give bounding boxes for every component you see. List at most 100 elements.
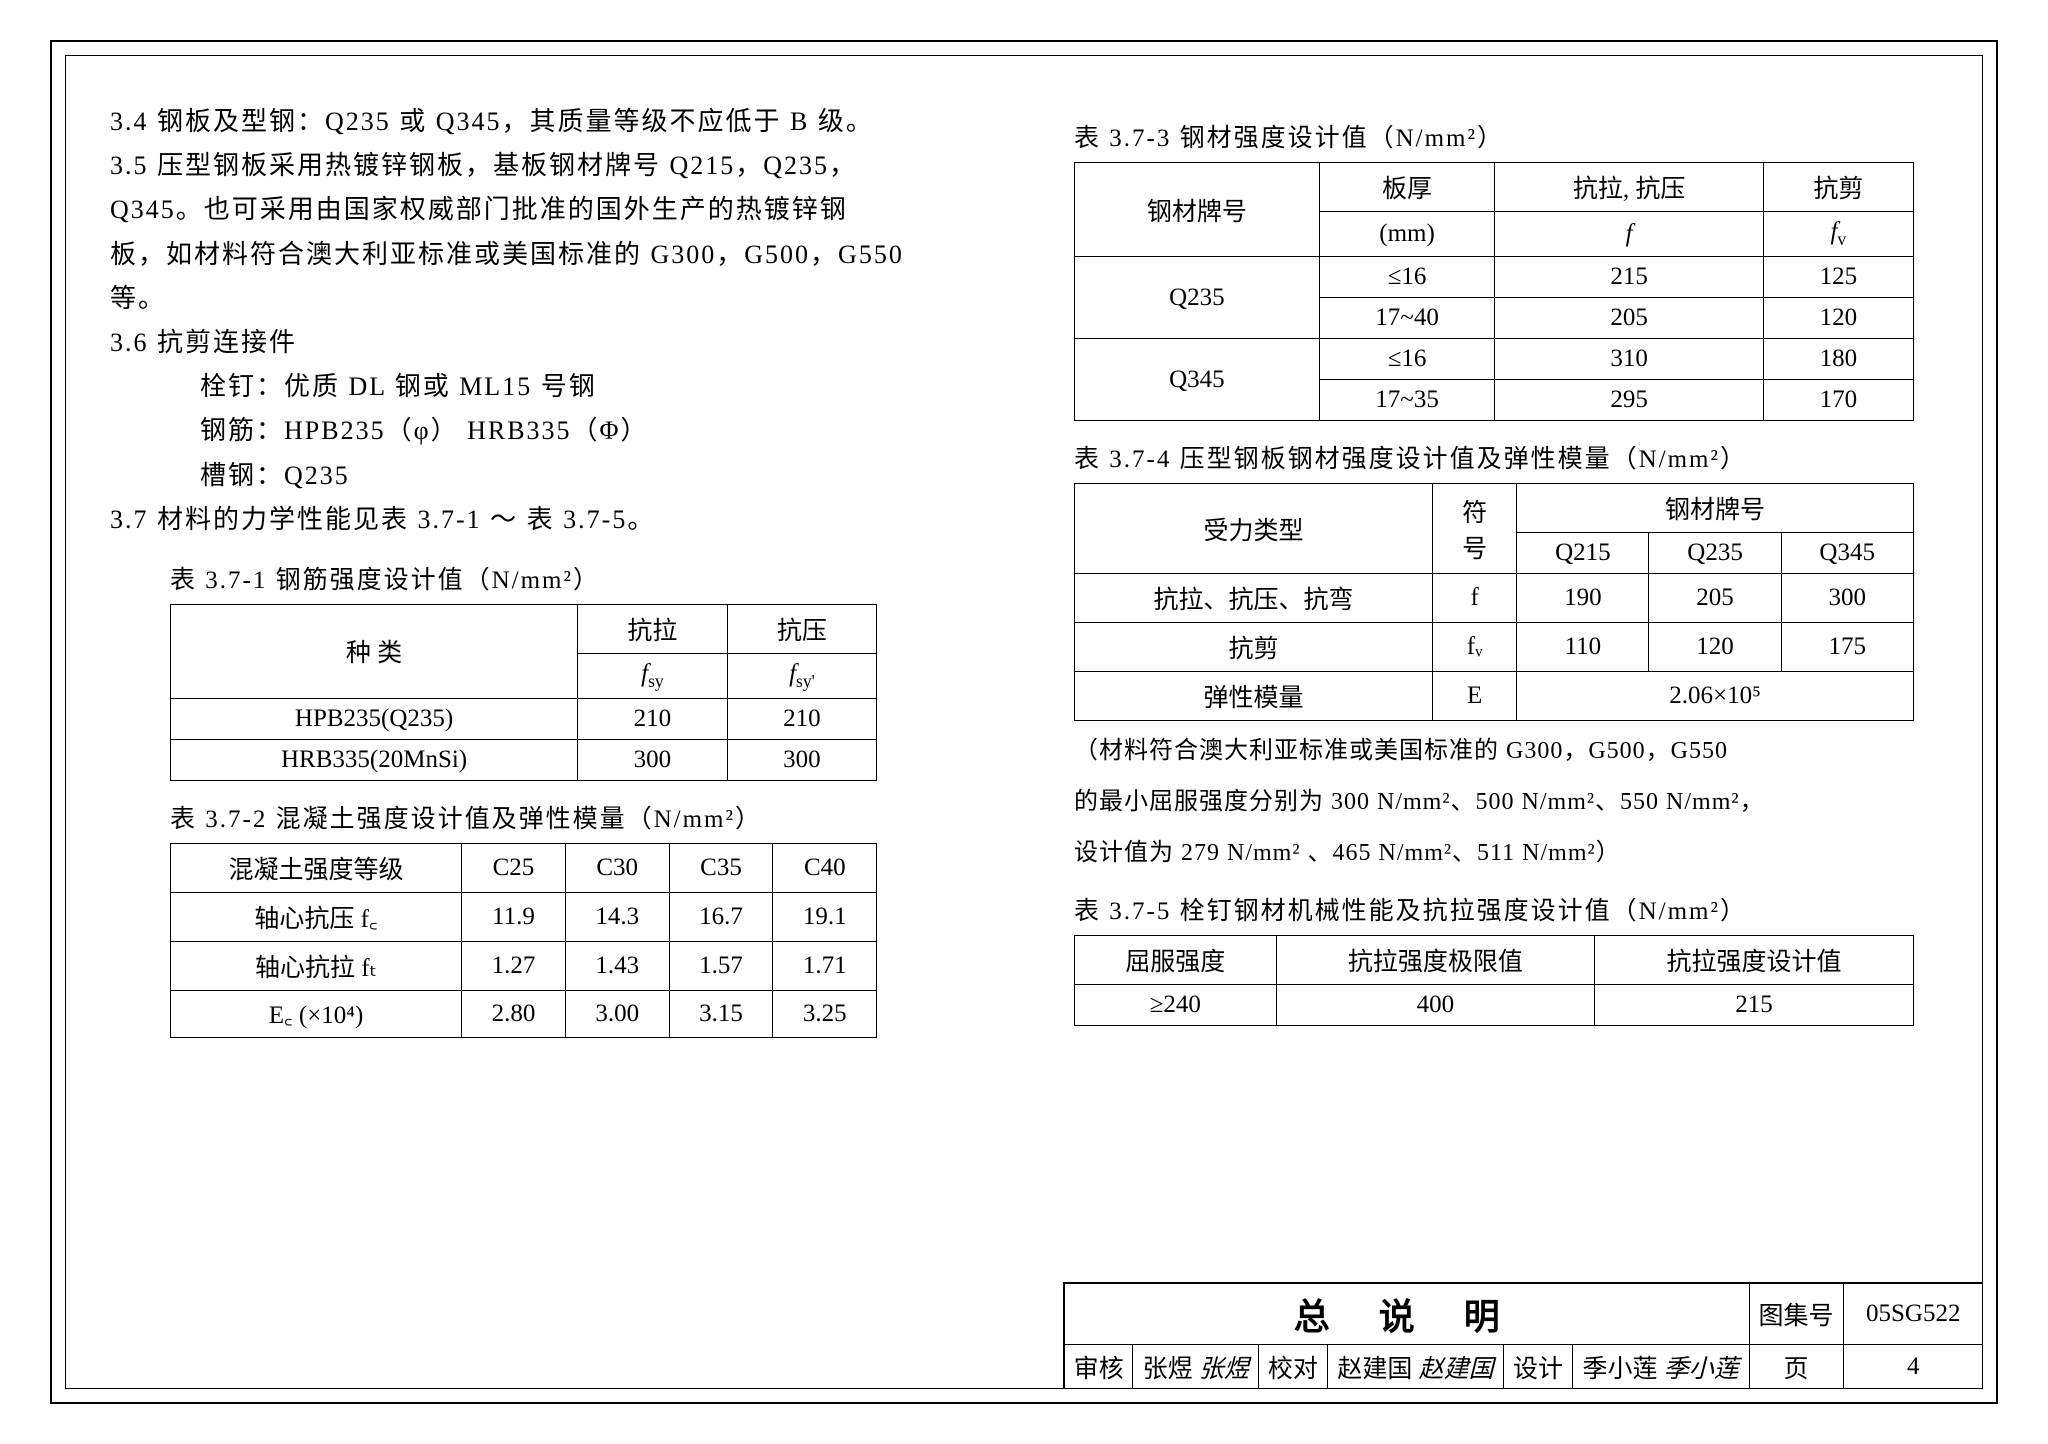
table-3-7-2: 混凝土强度等级 C25 C30 C35 C40 轴心抗压 f꜀ 11.9 14.… <box>170 843 877 1038</box>
t373-h2b: f <box>1495 212 1764 257</box>
tb-page-label: 页 <box>1749 1345 1843 1390</box>
tb-atlas-label: 图集号 <box>1749 1284 1843 1345</box>
para-3-6-b: 钢筋：HPB235（φ） HRB335（Φ） <box>110 409 994 453</box>
tb-title: 总 说 明 <box>1065 1284 1750 1345</box>
tb-check-label: 校对 <box>1259 1345 1327 1390</box>
table-3-7-5-caption: 表 3.7-5 栓钉钢材机械性能及抗拉强度设计值（N/mm²） <box>1074 891 1938 927</box>
t373-r2c3: 180 <box>1763 339 1913 380</box>
t371-r1c1: 300 <box>578 739 728 780</box>
t371-r0c0: HPB235(Q235) <box>171 698 578 739</box>
t372-r1c3: 1.57 <box>669 941 773 990</box>
t372-r0c4: 19.1 <box>773 892 877 941</box>
para-3-6: 3.6 抗剪连接件 <box>110 321 994 365</box>
t372-r2c2: 3.00 <box>565 990 669 1037</box>
para-3-5-line1: 3.5 压型钢板采用热镀锌钢板，基板钢材牌号 Q215，Q235， <box>110 144 994 188</box>
t371-h2a: 抗压 <box>727 604 877 653</box>
t372-h1: C25 <box>462 843 566 892</box>
para-3-6-c: 槽钢：Q235 <box>110 454 994 498</box>
t373-r2c2: 310 <box>1495 339 1764 380</box>
t374-r2c3: 120 <box>1649 623 1781 672</box>
t374-h-q215: Q215 <box>1517 533 1649 574</box>
t374-h-grade: 钢材牌号 <box>1517 484 1913 533</box>
t373-h0: 钢材牌号 <box>1075 163 1320 257</box>
t374-r1c2: 190 <box>1517 574 1649 623</box>
t373-r0c2: 215 <box>1495 257 1764 298</box>
t373-r1c3: 120 <box>1763 298 1913 339</box>
t375-r0c2: 215 <box>1595 985 1914 1026</box>
para-3-5-line3: 板，如材料符合澳大利亚标准或美国标准的 G300，G500，G550 <box>110 233 994 277</box>
t375-r0c0: ≥240 <box>1075 985 1277 1026</box>
t374-h-sym: 符号 <box>1432 484 1516 574</box>
t373-h1a: 板厚 <box>1319 163 1495 212</box>
t372-r0c1: 11.9 <box>462 892 566 941</box>
t372-r1c0: 轴心抗拉 fₜ <box>171 941 462 990</box>
table-3-7-4-caption: 表 3.7-4 压型钢板钢材强度设计值及弹性模量（N/mm²） <box>1074 439 1938 475</box>
t371-r0c1: 210 <box>578 698 728 739</box>
note-line1: （材料符合澳大利亚标准或美国标准的 G300，G500，G550 <box>1074 731 1938 772</box>
tb-atlas-no: 05SG522 <box>1843 1284 1983 1345</box>
t373-h2a: 抗拉, 抗压 <box>1495 163 1764 212</box>
left-column: 3.4 钢板及型钢：Q235 或 Q345，其质量等级不应低于 B 级。 3.5… <box>110 100 994 1344</box>
t371-r1c2: 300 <box>727 739 877 780</box>
t371-h1a: 抗拉 <box>578 604 728 653</box>
right-column: 表 3.7-3 钢材强度设计值（N/mm²） 钢材牌号 板厚 抗拉, 抗压 抗剪… <box>1054 100 1938 1344</box>
tb-design-label: 设计 <box>1504 1345 1572 1390</box>
t373-r2c1: ≤16 <box>1319 339 1495 380</box>
t374-r2c0: 抗剪 <box>1075 623 1433 672</box>
t372-r1c1: 1.27 <box>462 941 566 990</box>
table-3-7-2-caption: 表 3.7-2 混凝土强度设计值及弹性模量（N/mm²） <box>170 799 994 835</box>
para-3-6-a: 栓钉：优质 DL 钢或 ML15 号钢 <box>110 365 994 409</box>
t372-r0c2: 14.3 <box>565 892 669 941</box>
t374-r1c1: f <box>1432 574 1516 623</box>
table-3-7-1: 种 类 抗拉 抗压 fsy fsy' HPB235(Q235) 210 210 … <box>170 604 877 781</box>
t372-h0: 混凝土强度等级 <box>171 843 462 892</box>
t372-r2c3: 3.15 <box>669 990 773 1037</box>
t374-r3c2: 2.06×10⁵ <box>1517 672 1913 721</box>
t372-r0c3: 16.7 <box>669 892 773 941</box>
t372-h2: C30 <box>565 843 669 892</box>
t374-r3c1: E <box>1432 672 1516 721</box>
para-3-4: 3.4 钢板及型钢：Q235 或 Q345，其质量等级不应低于 B 级。 <box>110 100 994 144</box>
t373-h3b: fv <box>1763 212 1913 257</box>
t375-h1: 抗拉强度极限值 <box>1276 936 1595 985</box>
content-area: 3.4 钢板及型钢：Q235 或 Q345，其质量等级不应低于 B 级。 3.5… <box>110 100 1938 1344</box>
t374-h-type: 受力类型 <box>1075 484 1433 574</box>
t374-r3c0: 弹性模量 <box>1075 672 1433 721</box>
t373-r0c3: 125 <box>1763 257 1913 298</box>
t375-h2: 抗拉强度设计值 <box>1595 936 1914 985</box>
t373-r3c3: 170 <box>1763 380 1913 421</box>
tb-page-no: 4 <box>1843 1345 1983 1390</box>
table-3-7-1-caption: 表 3.7-1 钢筋强度设计值（N/mm²） <box>170 560 994 596</box>
note-line3: 设计值为 279 N/mm² 、465 N/mm²、511 N/mm²） <box>1074 833 1938 874</box>
t373-r2c0: Q345 <box>1075 339 1320 421</box>
t371-h2b: fsy' <box>727 653 877 698</box>
table-3-7-5: 屈服强度 抗拉强度极限值 抗拉强度设计值 ≥240 400 215 <box>1074 935 1914 1026</box>
t371-h1b: fsy <box>578 653 728 698</box>
t372-r2c1: 2.80 <box>462 990 566 1037</box>
note-line2: 的最小屈服强度分别为 300 N/mm²、500 N/mm²、550 N/mm²… <box>1074 782 1938 823</box>
table-3-7-4: 受力类型 符号 钢材牌号 Q215 Q235 Q345 抗拉、抗压、抗弯 f 1… <box>1074 483 1914 721</box>
title-block: 总 说 明 图集号 05SG522 审核 张煜 张煜 校对 赵建国 赵建国 设计… <box>1063 1282 1983 1389</box>
t371-h0: 种 类 <box>171 604 578 698</box>
t373-r1c2: 205 <box>1495 298 1764 339</box>
t373-h1b: (mm) <box>1319 212 1495 257</box>
para-3-5-line4: 等。 <box>110 277 994 321</box>
t374-r2c4: 175 <box>1781 623 1913 672</box>
t374-r1c3: 205 <box>1649 574 1781 623</box>
t372-r2c4: 3.25 <box>773 990 877 1037</box>
t374-r2c1: fᵥ <box>1432 623 1516 672</box>
tb-design-name: 季小莲 季小莲 <box>1572 1345 1749 1390</box>
t374-r2c2: 110 <box>1517 623 1649 672</box>
t375-h0: 屈服强度 <box>1075 936 1277 985</box>
t373-r3c1: 17~35 <box>1319 380 1495 421</box>
t373-r1c1: 17~40 <box>1319 298 1495 339</box>
t374-h-q235: Q235 <box>1649 533 1781 574</box>
tb-check-name: 赵建国 赵建国 <box>1327 1345 1504 1390</box>
t375-r0c1: 400 <box>1276 985 1595 1026</box>
t372-r0c0: 轴心抗压 f꜀ <box>171 892 462 941</box>
t373-r0c0: Q235 <box>1075 257 1320 339</box>
t373-r3c2: 295 <box>1495 380 1764 421</box>
t374-r1c4: 300 <box>1781 574 1913 623</box>
tb-review-name: 张煜 张煜 <box>1133 1345 1259 1390</box>
table-3-7-3: 钢材牌号 板厚 抗拉, 抗压 抗剪 (mm) f fv Q235 ≤16 215… <box>1074 162 1914 421</box>
